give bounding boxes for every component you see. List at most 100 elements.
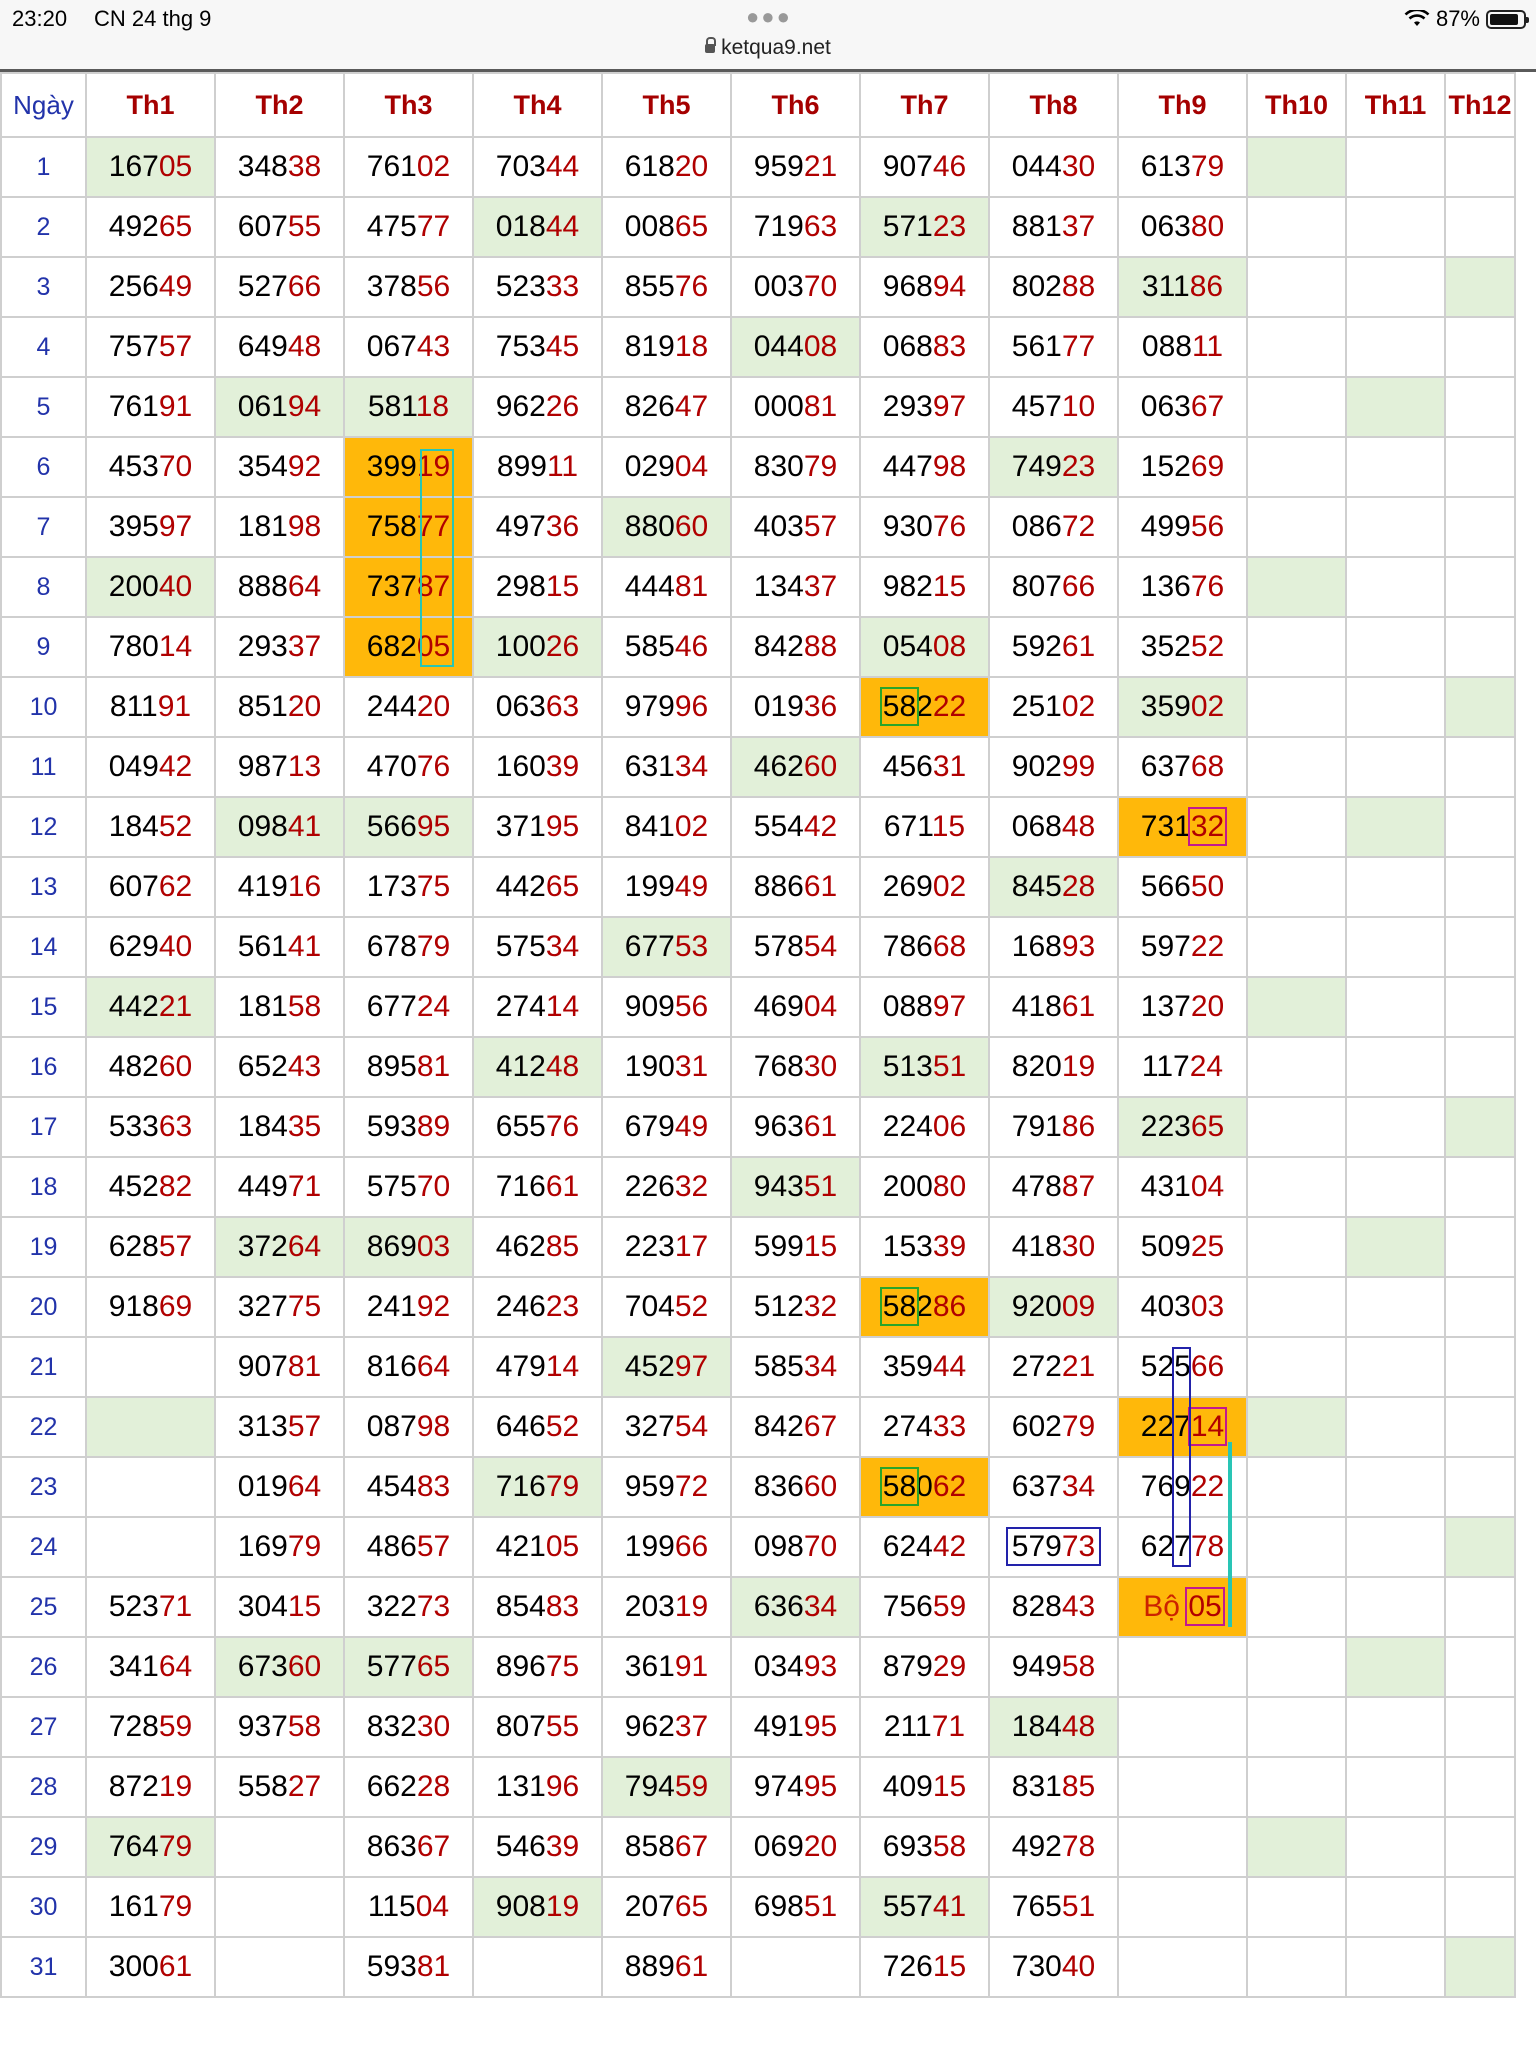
result-number: 89675	[495, 1650, 580, 1683]
result-number: 81664	[366, 1350, 451, 1383]
result-cell: 63768	[1117, 736, 1248, 798]
result-number: 75877	[366, 510, 451, 543]
result-cell: 52371	[85, 1576, 216, 1638]
result-number: 63734	[1011, 1470, 1096, 1503]
result-cell	[1246, 676, 1347, 738]
result-cell: 63134	[601, 736, 732, 798]
result-cell	[1444, 196, 1516, 258]
result-number: 67879	[366, 930, 451, 963]
result-number: 72859	[108, 1710, 193, 1743]
address-bar[interactable]: ketqua9.net	[0, 36, 1536, 60]
result-cell: 64948	[214, 316, 345, 378]
result-number: 60762	[108, 870, 193, 903]
result-cell	[1444, 676, 1516, 738]
result-cell: 49956	[1117, 496, 1248, 558]
result-cell: 90299	[988, 736, 1119, 798]
table-row: 7 39597 18198 75877 49736 88060 40357 93076 0867…	[0, 496, 1516, 558]
result-cell: 29397	[859, 376, 990, 438]
result-cell: 30415	[214, 1576, 345, 1638]
result-cell: 47577	[343, 196, 474, 258]
result-number: 35492	[237, 450, 322, 483]
result-number: 88137	[1011, 210, 1096, 243]
result-number: 53363	[108, 1110, 193, 1143]
result-number: 59915	[753, 1230, 838, 1263]
result-number: 78668	[882, 930, 967, 963]
result-cell: 51351	[859, 1036, 990, 1098]
result-number: 89581	[366, 1050, 451, 1083]
result-cell	[1345, 256, 1446, 318]
result-cell: 67753	[601, 916, 732, 978]
table-row: 22 31357 08798 64652 32754 84267 27433 60279 227…	[0, 1396, 1516, 1458]
result-number: 06743	[366, 330, 451, 363]
result-cell: 72859	[85, 1696, 216, 1758]
result-number: 57973	[1005, 1527, 1102, 1566]
result-cell	[1444, 556, 1516, 618]
result-number: 59389	[366, 1110, 451, 1143]
result-cell: 13196	[472, 1756, 603, 1818]
result-number: 94351	[753, 1170, 838, 1203]
result-number: 75345	[495, 330, 580, 363]
result-cell	[1345, 796, 1446, 858]
result-number: 08672	[1011, 510, 1096, 543]
result-cell: 08811	[1117, 316, 1248, 378]
table-row: 24 16979 48657 42105 19966 09870 62442 57973 627…	[0, 1516, 1516, 1578]
result-cell	[1444, 736, 1516, 798]
result-cell: 34164	[85, 1636, 216, 1698]
result-cell: 39597	[85, 496, 216, 558]
result-cell: 83660	[730, 1456, 861, 1518]
result-cell: 87929	[859, 1636, 990, 1698]
day-number: 7	[0, 496, 87, 558]
result-number: 54639	[495, 1830, 580, 1863]
result-number: 58286	[879, 1287, 967, 1326]
result-number: 24192	[366, 1290, 451, 1323]
result-cell: 72615	[859, 1936, 990, 1998]
result-number: 55827	[237, 1770, 322, 1803]
month-header: Th2	[214, 72, 345, 138]
result-number: 75757	[108, 330, 193, 363]
result-number: 88864	[237, 570, 322, 603]
result-number: 90956	[624, 990, 709, 1023]
result-cell: 31186	[1117, 256, 1248, 318]
result-number: 21171	[883, 1710, 966, 1743]
result-cell	[1117, 1696, 1248, 1758]
result-number: 42105	[495, 1530, 580, 1563]
result-number: 97495	[753, 1770, 838, 1803]
result-cell: 67115	[859, 796, 990, 858]
day-number: 22	[0, 1396, 87, 1458]
table-row: 6 45370 35492 39919 89911 02904 83079 44798 7492…	[0, 436, 1516, 498]
result-cell: 76479	[85, 1816, 216, 1878]
result-number: 96226	[495, 390, 580, 423]
month-header: Th8	[988, 72, 1119, 138]
result-cell: 80755	[472, 1696, 603, 1758]
result-cell	[1345, 136, 1446, 198]
result-cell: 85120	[214, 676, 345, 738]
more-dots-icon[interactable]: ●●●	[746, 4, 792, 29]
result-cell: 50925	[1117, 1216, 1248, 1278]
result-cell: 57570	[343, 1156, 474, 1218]
result-cell: 44265	[472, 856, 603, 918]
result-cell	[1444, 1936, 1516, 1998]
result-number: 45282	[108, 1170, 193, 1203]
result-cell	[1345, 316, 1446, 378]
day-number: 28	[0, 1756, 87, 1818]
table-row: 18 45282 44971 57570 71661 22632 94351 20080 478…	[0, 1156, 1516, 1218]
result-cell	[1117, 1756, 1248, 1818]
result-cell: 18435	[214, 1096, 345, 1158]
result-number: 62857	[108, 1230, 193, 1263]
result-cell	[1246, 1216, 1347, 1278]
result-cell: 89581	[343, 1036, 474, 1098]
result-number: 61379	[1140, 150, 1225, 183]
table-row: 8 20040 88864 73787 29815 44481 13437 98215 8076…	[0, 556, 1516, 618]
result-cell: 56650	[1117, 856, 1248, 918]
result-number: 00370	[753, 270, 838, 303]
result-cell: 69358	[859, 1816, 990, 1878]
result-cell: 40915	[859, 1756, 990, 1818]
result-cell: 95972	[601, 1456, 732, 1518]
result-cell	[1345, 976, 1446, 1038]
result-number: 08811	[1141, 330, 1224, 363]
result-number: 79459	[624, 1770, 709, 1803]
battery-percent: 87%	[1435, 6, 1480, 31]
result-number: 85867	[624, 1830, 709, 1863]
result-cell: 64652	[472, 1396, 603, 1458]
result-cell: 73132	[1117, 796, 1248, 858]
